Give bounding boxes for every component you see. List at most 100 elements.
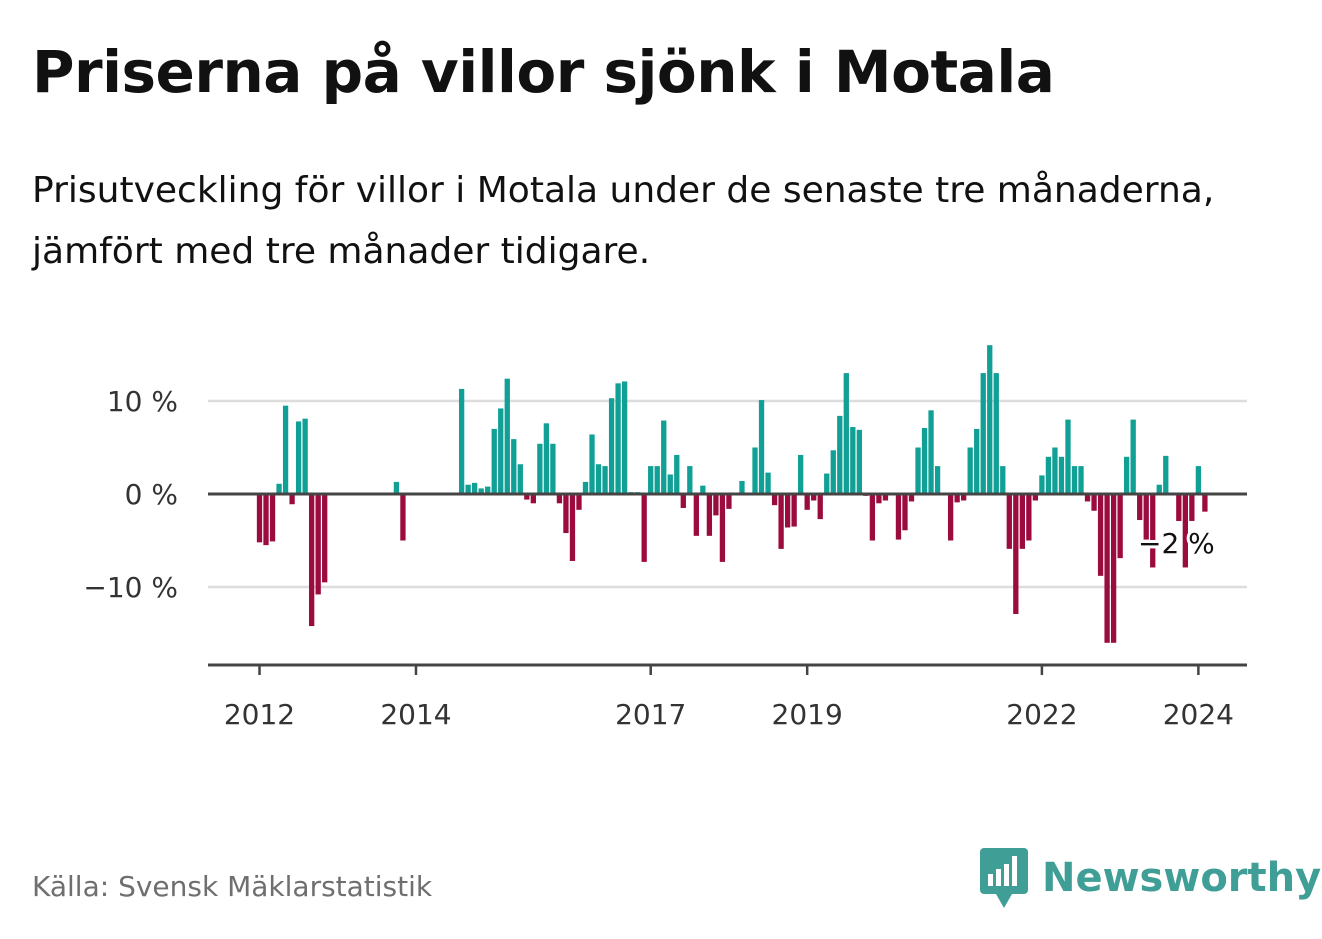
bar xyxy=(908,494,915,502)
x-tick-label: 2024 xyxy=(1163,698,1234,731)
bar xyxy=(1006,494,1012,549)
bar xyxy=(1032,494,1039,501)
x-tick-label: 2022 xyxy=(1006,698,1077,731)
bar xyxy=(915,447,921,494)
x-tick-label: 2017 xyxy=(615,698,686,731)
bar xyxy=(1202,494,1208,512)
bar xyxy=(302,418,308,494)
bar xyxy=(602,466,608,494)
bar xyxy=(1104,494,1110,643)
bar xyxy=(295,421,302,494)
bar xyxy=(1091,494,1097,511)
bar xyxy=(700,485,706,494)
bar xyxy=(784,494,791,528)
bar xyxy=(765,472,771,494)
bar xyxy=(817,494,823,520)
bar xyxy=(269,494,276,542)
bar xyxy=(1058,456,1065,494)
bar xyxy=(824,473,830,494)
bar xyxy=(563,494,569,534)
bar xyxy=(1013,494,1019,614)
bar xyxy=(739,480,745,494)
bar-chart: 10 % 0 % −10 % 2012 2014 2017 2019 2022 2024 −2 % xyxy=(83,345,1247,731)
bar xyxy=(504,378,510,494)
bar xyxy=(856,429,862,494)
bar xyxy=(465,484,471,494)
x-tick-label: 2014 xyxy=(380,698,451,731)
bar xyxy=(491,428,497,494)
bar xyxy=(843,373,849,494)
bar xyxy=(752,447,758,494)
bar xyxy=(758,400,765,494)
bar xyxy=(543,423,550,494)
bar xyxy=(256,494,263,543)
bar xyxy=(771,494,778,506)
bar xyxy=(1130,419,1136,494)
bar xyxy=(902,494,908,531)
bar xyxy=(615,383,621,494)
bar xyxy=(621,381,628,494)
bar xyxy=(322,494,328,583)
bar xyxy=(895,494,902,540)
bar xyxy=(804,494,810,510)
bars xyxy=(256,345,1208,643)
bar xyxy=(993,373,999,494)
bar xyxy=(974,428,980,494)
bar xyxy=(1137,494,1143,521)
x-tick-label: 2019 xyxy=(772,698,843,731)
brand-name: Newsworthy xyxy=(1042,855,1322,901)
x-tick-label: 2012 xyxy=(224,698,295,731)
bar xyxy=(1071,466,1078,494)
bar xyxy=(595,464,602,494)
bar xyxy=(778,494,784,549)
bar xyxy=(947,494,954,541)
bar xyxy=(478,488,484,494)
bar xyxy=(1150,494,1156,568)
bar xyxy=(1078,466,1084,494)
bar xyxy=(1189,494,1195,521)
bar xyxy=(550,443,556,494)
bar xyxy=(524,494,530,500)
bar xyxy=(1039,475,1045,494)
bar xyxy=(934,466,941,494)
bar xyxy=(498,408,504,494)
bar xyxy=(1176,494,1182,521)
chart-title: Priserna på villor sjönk i Motala xyxy=(32,38,1055,106)
bar xyxy=(556,494,563,504)
bar xyxy=(517,464,523,494)
bar xyxy=(1000,466,1006,494)
chart-subtitle: Prisutveckling för villor i Motala under… xyxy=(32,170,1215,272)
bar xyxy=(530,494,536,504)
bar xyxy=(921,427,928,494)
bar xyxy=(928,410,934,494)
bar xyxy=(472,482,478,494)
bar xyxy=(1163,455,1169,494)
bar xyxy=(289,494,295,505)
axes xyxy=(208,492,1247,675)
bar xyxy=(882,494,889,501)
bar xyxy=(798,454,804,494)
bar xyxy=(876,494,882,504)
latest-value-label: −2 % xyxy=(1138,527,1215,560)
bar xyxy=(726,494,732,509)
bar xyxy=(1045,456,1052,494)
bar xyxy=(458,388,465,494)
bar xyxy=(791,494,797,527)
bar xyxy=(1124,456,1130,494)
bar xyxy=(1052,447,1058,494)
newsworthy-logo[interactable]: Newsworthy xyxy=(980,848,1321,908)
bar xyxy=(537,443,543,494)
bar xyxy=(693,494,699,536)
bar xyxy=(850,427,856,494)
bar xyxy=(315,494,321,595)
newsworthy-logo-icon xyxy=(980,848,1028,908)
bar xyxy=(1065,419,1071,494)
bar xyxy=(485,486,491,494)
bar xyxy=(1143,494,1149,540)
bar xyxy=(837,415,843,494)
bar xyxy=(1084,494,1091,502)
bar xyxy=(713,494,719,516)
bar xyxy=(400,494,406,541)
bar xyxy=(661,420,667,494)
source-note: Källa: Svensk Mäklarstatistik xyxy=(32,870,433,903)
